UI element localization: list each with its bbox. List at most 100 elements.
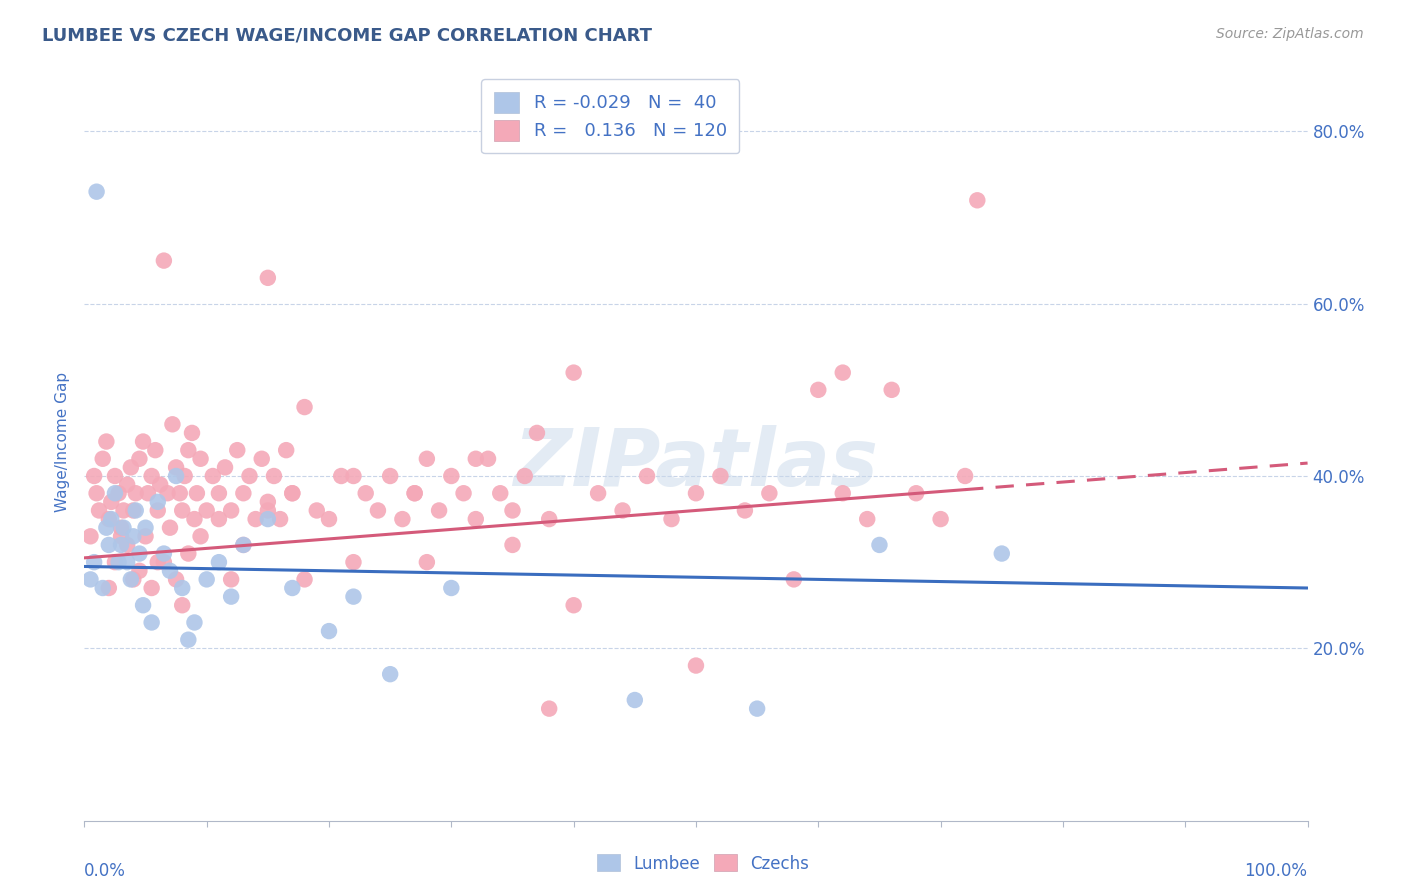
Point — [856, 512, 879, 526]
Point — [238, 469, 260, 483]
Point — [172, 599, 194, 613]
Point — [354, 486, 377, 500]
Point — [208, 555, 231, 569]
Point — [513, 469, 536, 483]
Point — [153, 253, 176, 268]
Point — [502, 503, 524, 517]
Point — [165, 460, 187, 475]
Point — [404, 486, 426, 500]
Point — [367, 503, 389, 517]
Point — [159, 564, 181, 578]
Point — [195, 503, 218, 517]
Text: 0.0%: 0.0% — [84, 863, 127, 880]
Point — [869, 538, 891, 552]
Point — [929, 512, 952, 526]
Point — [257, 270, 280, 285]
Point — [807, 383, 830, 397]
Point — [294, 573, 316, 587]
Point — [685, 486, 707, 500]
Point — [257, 503, 280, 517]
Point — [190, 529, 212, 543]
Point — [636, 469, 658, 483]
Point — [214, 460, 236, 475]
Point — [489, 486, 512, 500]
Point — [257, 512, 280, 526]
Point — [427, 503, 450, 517]
Point — [245, 512, 267, 526]
Point — [104, 486, 127, 500]
Point — [153, 547, 176, 561]
Point — [146, 555, 169, 569]
Point — [305, 503, 328, 517]
Point — [169, 486, 191, 500]
Point — [538, 512, 561, 526]
Point — [79, 573, 101, 587]
Legend: R = -0.029   N =  40, R =   0.136   N = 120: R = -0.029 N = 40, R = 0.136 N = 120 — [481, 79, 740, 153]
Point — [112, 503, 135, 517]
Point — [141, 581, 163, 595]
Point — [122, 503, 145, 517]
Point — [318, 624, 340, 639]
Point — [146, 495, 169, 509]
Point — [880, 383, 903, 397]
Point — [79, 529, 101, 543]
Point — [97, 538, 120, 552]
Point — [477, 451, 499, 466]
Point — [190, 451, 212, 466]
Point — [208, 512, 231, 526]
Point — [97, 581, 120, 595]
Point — [464, 512, 486, 526]
Point — [120, 573, 142, 587]
Point — [281, 486, 304, 500]
Point — [562, 599, 585, 613]
Point — [758, 486, 780, 500]
Text: LUMBEE VS CZECH WAGE/INCOME GAP CORRELATION CHART: LUMBEE VS CZECH WAGE/INCOME GAP CORRELAT… — [42, 27, 652, 45]
Point — [135, 529, 157, 543]
Point — [269, 512, 291, 526]
Point — [219, 590, 242, 604]
Point — [416, 451, 439, 466]
Point — [153, 555, 176, 569]
Point — [177, 443, 200, 458]
Point — [135, 521, 157, 535]
Point — [831, 366, 853, 380]
Point — [120, 460, 142, 475]
Legend: Lumbee, Czechs: Lumbee, Czechs — [591, 847, 815, 880]
Point — [128, 564, 150, 578]
Point — [186, 486, 208, 500]
Point — [104, 469, 127, 483]
Point — [112, 521, 135, 535]
Point — [257, 495, 280, 509]
Point — [318, 512, 340, 526]
Point — [162, 417, 184, 432]
Point — [219, 573, 242, 587]
Point — [86, 185, 108, 199]
Point — [586, 486, 609, 500]
Point — [783, 573, 806, 587]
Point — [226, 443, 249, 458]
Point — [440, 581, 463, 595]
Point — [128, 547, 150, 561]
Point — [232, 538, 254, 552]
Point — [208, 486, 231, 500]
Point — [86, 486, 108, 500]
Point — [143, 443, 166, 458]
Point — [122, 573, 145, 587]
Point — [294, 400, 316, 414]
Point — [110, 538, 132, 552]
Point — [83, 469, 105, 483]
Point — [195, 573, 218, 587]
Point — [250, 451, 273, 466]
Point — [281, 486, 304, 500]
Point — [141, 469, 163, 483]
Point — [173, 469, 195, 483]
Point — [181, 425, 204, 440]
Point — [219, 503, 242, 517]
Point — [125, 503, 148, 517]
Point — [165, 469, 187, 483]
Point — [177, 632, 200, 647]
Point — [141, 615, 163, 630]
Point — [177, 547, 200, 561]
Point — [342, 469, 364, 483]
Point — [453, 486, 475, 500]
